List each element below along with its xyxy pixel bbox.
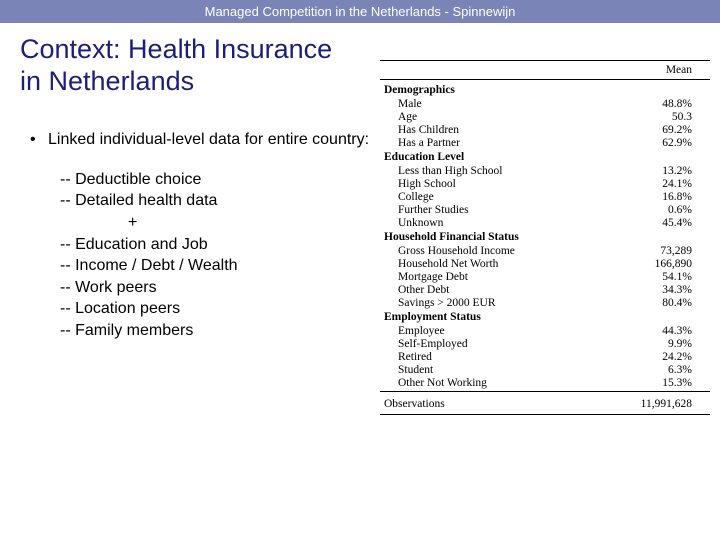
- sub-list: -- Deductible choice -- Detailed health …: [20, 169, 380, 342]
- table-row: High School24.1%: [380, 177, 710, 190]
- row-value: 44.3%: [622, 325, 692, 337]
- row-value: 80.4%: [622, 297, 692, 309]
- observations-value: 11,991,628: [641, 398, 692, 410]
- section-education: Education Level: [380, 149, 710, 164]
- row-label: Less than High School: [398, 165, 622, 177]
- sub-item: -- Detailed health data: [60, 190, 380, 212]
- section-demographics: Demographics: [380, 82, 710, 97]
- sub-item: -- Income / Debt / Wealth: [60, 255, 380, 277]
- row-value: 6.3%: [622, 364, 692, 376]
- row-value: 24.1%: [622, 178, 692, 190]
- sub-item: -- Education and Job: [60, 234, 380, 256]
- slide-header: Managed Competition in the Netherlands -…: [0, 0, 720, 23]
- plus-separator: +: [60, 212, 380, 234]
- table-row: Household Net Worth166,890: [380, 257, 710, 270]
- summary-table: Mean Demographics Male48.8% Age50.3 Has …: [380, 58, 720, 417]
- section-employment: Employment Status: [380, 309, 710, 324]
- row-label: Self-Employed: [398, 338, 622, 350]
- table-rule: [380, 60, 710, 61]
- row-value: 45.4%: [622, 217, 692, 229]
- table-row: Has Children69.2%: [380, 123, 710, 136]
- row-label: Male: [398, 98, 622, 110]
- row-value: 0.6%: [622, 204, 692, 216]
- row-label: Further Studies: [398, 204, 622, 216]
- sub-item: -- Work peers: [60, 277, 380, 299]
- observations-row: Observations 11,991,628: [380, 394, 710, 412]
- row-label: Has Children: [398, 124, 622, 136]
- table-row: Further Studies0.6%: [380, 203, 710, 216]
- table-row: Unknown45.4%: [380, 216, 710, 229]
- table-row: Mortgage Debt54.1%: [380, 270, 710, 283]
- table-row: Savings > 2000 EUR80.4%: [380, 296, 710, 309]
- table-row: Self-Employed9.9%: [380, 337, 710, 350]
- section-financial: Household Financial Status: [380, 229, 710, 244]
- content-left: Linked individual-level data for entire …: [20, 130, 380, 342]
- row-value: 50.3: [622, 111, 692, 123]
- row-label: Gross Household Income: [398, 245, 622, 257]
- slide-title: Context: Health Insurance in Netherlands: [0, 23, 370, 98]
- header-text: Managed Competition in the Netherlands -…: [205, 4, 516, 19]
- row-value: 48.8%: [622, 98, 692, 110]
- table-rule: [380, 391, 710, 392]
- row-value: 9.9%: [622, 338, 692, 350]
- table-row: Student6.3%: [380, 363, 710, 376]
- table-row: Gross Household Income73,289: [380, 244, 710, 257]
- row-label: Other Not Working: [398, 377, 622, 389]
- row-label: Retired: [398, 351, 622, 363]
- row-label: High School: [398, 178, 622, 190]
- table-row: Less than High School13.2%: [380, 164, 710, 177]
- row-label: Other Debt: [398, 284, 622, 296]
- table-row: Other Debt34.3%: [380, 283, 710, 296]
- table-row: Male48.8%: [380, 97, 710, 110]
- row-label: Household Net Worth: [398, 258, 622, 270]
- row-value: 15.3%: [622, 377, 692, 389]
- table-rule: [380, 79, 710, 80]
- table-row: College16.8%: [380, 190, 710, 203]
- row-label: Mortgage Debt: [398, 271, 622, 283]
- mean-header: Mean: [666, 64, 692, 76]
- row-label: Employee: [398, 325, 622, 337]
- sub-item: -- Family members: [60, 320, 380, 342]
- sub-item: -- Location peers: [60, 298, 380, 320]
- sub-item: -- Deductible choice: [60, 169, 380, 191]
- table-row: Has a Partner62.9%: [380, 136, 710, 149]
- row-value: 62.9%: [622, 137, 692, 149]
- row-value: 54.1%: [622, 271, 692, 283]
- row-value: 73,289: [622, 245, 692, 257]
- observations-label: Observations: [384, 398, 445, 410]
- row-value: 16.8%: [622, 191, 692, 203]
- row-label: College: [398, 191, 622, 203]
- table-row: Other Not Working15.3%: [380, 376, 710, 389]
- row-label: Student: [398, 364, 622, 376]
- table-header-row: Mean: [380, 63, 710, 77]
- row-label: Age: [398, 111, 622, 123]
- row-value: 166,890: [622, 258, 692, 270]
- table-row: Employee44.3%: [380, 324, 710, 337]
- row-label: Has a Partner: [398, 137, 622, 149]
- row-value: 34.3%: [622, 284, 692, 296]
- table-rule: [380, 414, 710, 415]
- row-value: 69.2%: [622, 124, 692, 136]
- row-value: 24.2%: [622, 351, 692, 363]
- table-row: Retired24.2%: [380, 350, 710, 363]
- row-label: Unknown: [398, 217, 622, 229]
- table-row: Age50.3: [380, 110, 710, 123]
- row-label: Savings > 2000 EUR: [398, 297, 622, 309]
- main-bullet: Linked individual-level data for entire …: [20, 130, 380, 151]
- row-value: 13.2%: [622, 165, 692, 177]
